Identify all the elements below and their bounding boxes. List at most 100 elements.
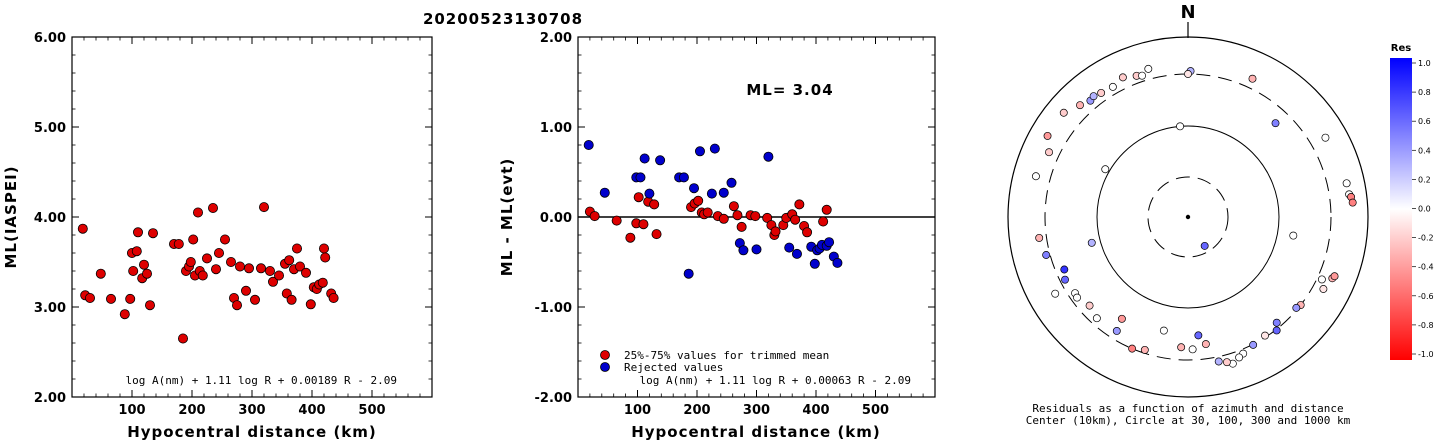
- plot-frame: [71, 36, 433, 398]
- data-point: [635, 172, 646, 183]
- station-point: [1222, 358, 1231, 367]
- station-point: [1059, 108, 1068, 117]
- y-tick-label: 2.00: [34, 391, 66, 406]
- data-point: [655, 155, 666, 166]
- x-tick-label: 500: [862, 403, 889, 418]
- data-point: [173, 238, 184, 249]
- data-point: [249, 294, 260, 305]
- data-point: [128, 265, 139, 276]
- data-point: [317, 277, 328, 288]
- data-point: [177, 333, 188, 344]
- data-point: [651, 229, 662, 240]
- data-point: [638, 219, 649, 230]
- y-tick-label: 5.00: [34, 121, 66, 136]
- data-point: [291, 243, 302, 254]
- data-point: [192, 207, 203, 218]
- station-point: [1330, 272, 1339, 281]
- data-point: [231, 300, 242, 311]
- station-point: [1061, 275, 1069, 284]
- data-point: [95, 268, 106, 279]
- legend-label-rejected: Rejected values: [624, 361, 723, 374]
- station-point: [1214, 357, 1223, 366]
- station-point: [1235, 353, 1244, 362]
- station-point: [1248, 74, 1257, 83]
- data-point: [678, 172, 689, 183]
- data-point: [213, 247, 224, 258]
- center-marker: [1185, 214, 1191, 220]
- data-point: [131, 246, 142, 257]
- data-point: [693, 195, 704, 206]
- data-point: [185, 256, 196, 267]
- data-point: [144, 300, 155, 311]
- station-point: [1085, 301, 1094, 310]
- x-tick-label: 500: [358, 403, 385, 418]
- legend-label-trimmed: 25%-75% values for trimmed mean: [624, 349, 829, 362]
- y-tick-label: 6.00: [34, 31, 66, 46]
- formula-text: log A(nm) + 1.11 log R + 0.00063 R - 2.0…: [639, 374, 911, 387]
- data-point: [738, 245, 749, 256]
- data-point: [328, 292, 339, 303]
- station-point: [1060, 265, 1069, 274]
- data-point: [809, 258, 820, 269]
- data-point: [294, 261, 305, 272]
- station-point: [1112, 327, 1121, 335]
- ring-30km: [1147, 176, 1229, 258]
- event-title: 20200523130708: [423, 10, 583, 28]
- colorbar-tick-label: 1.0: [1418, 59, 1431, 68]
- x-axis-label: Hypocentral distance (km): [127, 423, 377, 441]
- colorbar-tick-label: -0.4: [1418, 263, 1434, 272]
- caption-line-1: Residuals as a function of azimuth and d…: [1032, 402, 1343, 415]
- y-tick-label: -2.00: [535, 391, 572, 406]
- data-point: [300, 267, 311, 278]
- data-point: [318, 243, 329, 254]
- data-point: [106, 293, 117, 304]
- station-point: [1176, 122, 1185, 131]
- legend-marker-trimmed: [600, 350, 610, 360]
- ml-annotation: ML= 3.04: [746, 81, 833, 99]
- x-tick-label: 400: [298, 403, 325, 418]
- data-point: [821, 204, 832, 215]
- station-point: [1200, 241, 1209, 250]
- colorbar-title: Res: [1391, 43, 1411, 54]
- data-point: [240, 285, 251, 296]
- x-tick-label: 200: [683, 403, 710, 418]
- ring-1000km: [1007, 36, 1369, 398]
- azimuth-residual-chart: N Residuals as a function of azimuth and…: [1007, 2, 1369, 427]
- data-point: [802, 227, 813, 238]
- ml-residual-chart: 100 200 300 400 500 -2.00 -1.00 0.00 1.00 2.00 ML…: [498, 31, 936, 441]
- data-point: [625, 232, 636, 243]
- colorbar-tick-label: 0.2: [1418, 175, 1431, 184]
- colorbar-tick-label: 0.4: [1418, 146, 1431, 155]
- station-point: [1043, 131, 1052, 140]
- data-point: [639, 153, 650, 164]
- y-tick-label: 3.00: [34, 301, 66, 316]
- x-tick-label: 400: [802, 403, 829, 418]
- station-point: [1073, 293, 1082, 302]
- data-point: [763, 151, 774, 162]
- data-point: [210, 264, 221, 275]
- data-point: [264, 265, 275, 276]
- colorbar-tick-label: 0.0: [1418, 205, 1431, 214]
- data-point: [255, 263, 266, 274]
- data-point: [718, 213, 729, 224]
- station-point: [1117, 314, 1126, 323]
- y-axis-label: ML(IASPEI): [2, 165, 20, 268]
- station-points: [1031, 64, 1357, 368]
- x-tick-label: 300: [238, 403, 265, 418]
- station-point: [1272, 326, 1281, 335]
- y-tick-label: 4.00: [34, 211, 66, 226]
- data-point: [732, 210, 743, 221]
- axis-ticks: 100 200 300 400 500 -2.00 -1.00 0.00 1.00 2.00: [535, 31, 935, 418]
- colorbar-tick-label: -0.8: [1418, 321, 1434, 330]
- station-point: [1035, 233, 1044, 242]
- station-point: [1272, 318, 1281, 327]
- data-point: [751, 244, 762, 255]
- data-point: [791, 248, 802, 259]
- data-point: [689, 183, 700, 194]
- station-point: [1140, 345, 1149, 354]
- data-point: [649, 199, 660, 210]
- station-point: [1348, 198, 1357, 207]
- station-point: [1201, 340, 1210, 349]
- data-point: [284, 255, 295, 266]
